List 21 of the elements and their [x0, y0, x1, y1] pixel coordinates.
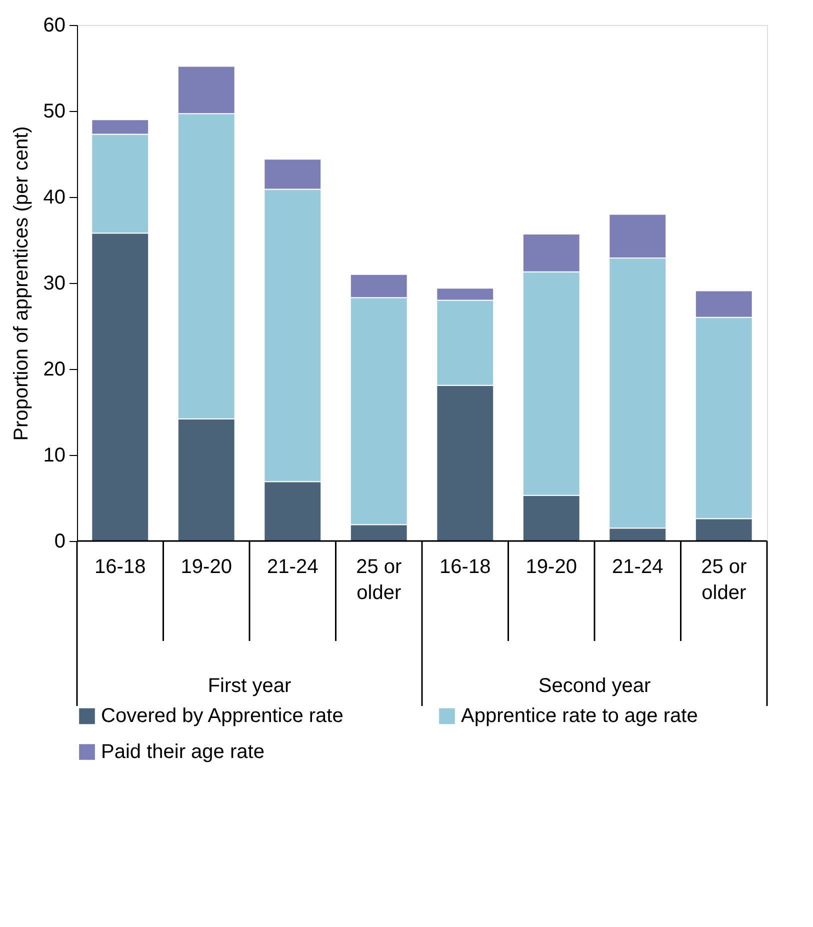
- text: First year: [208, 675, 292, 697]
- legend-label: Paid their age rate: [101, 741, 264, 763]
- y-tick-label: 40: [43, 186, 66, 208]
- x-tick-label: 21-24: [267, 556, 318, 578]
- legend-label: Apprentice rate to age rate: [461, 705, 698, 728]
- x-tick-label: 21-24: [612, 556, 664, 578]
- text: Second year: [538, 675, 651, 697]
- y-tick-label: 10: [43, 444, 66, 466]
- legend-label: Covered by Apprentice rate: [101, 705, 344, 728]
- x-tick-label: 16-18: [94, 556, 146, 578]
- x-tick-label: 25 or older: [701, 556, 748, 604]
- y-tick-label: 30: [43, 272, 66, 294]
- x-tick-label: 16-18: [440, 556, 491, 578]
- y-tick-label: 50: [43, 100, 66, 122]
- y-tick-label: 0: [54, 530, 66, 552]
- x-tick-label: 25 or older: [356, 556, 402, 604]
- y-tick-label: 20: [43, 358, 66, 380]
- x-tick-label: 19-20: [180, 556, 232, 578]
- x-tick-label: 19-20: [526, 556, 577, 578]
- y-tick-label: 60: [43, 14, 66, 36]
- y-axis-title: Proportion of apprentices (per cent): [10, 126, 32, 441]
